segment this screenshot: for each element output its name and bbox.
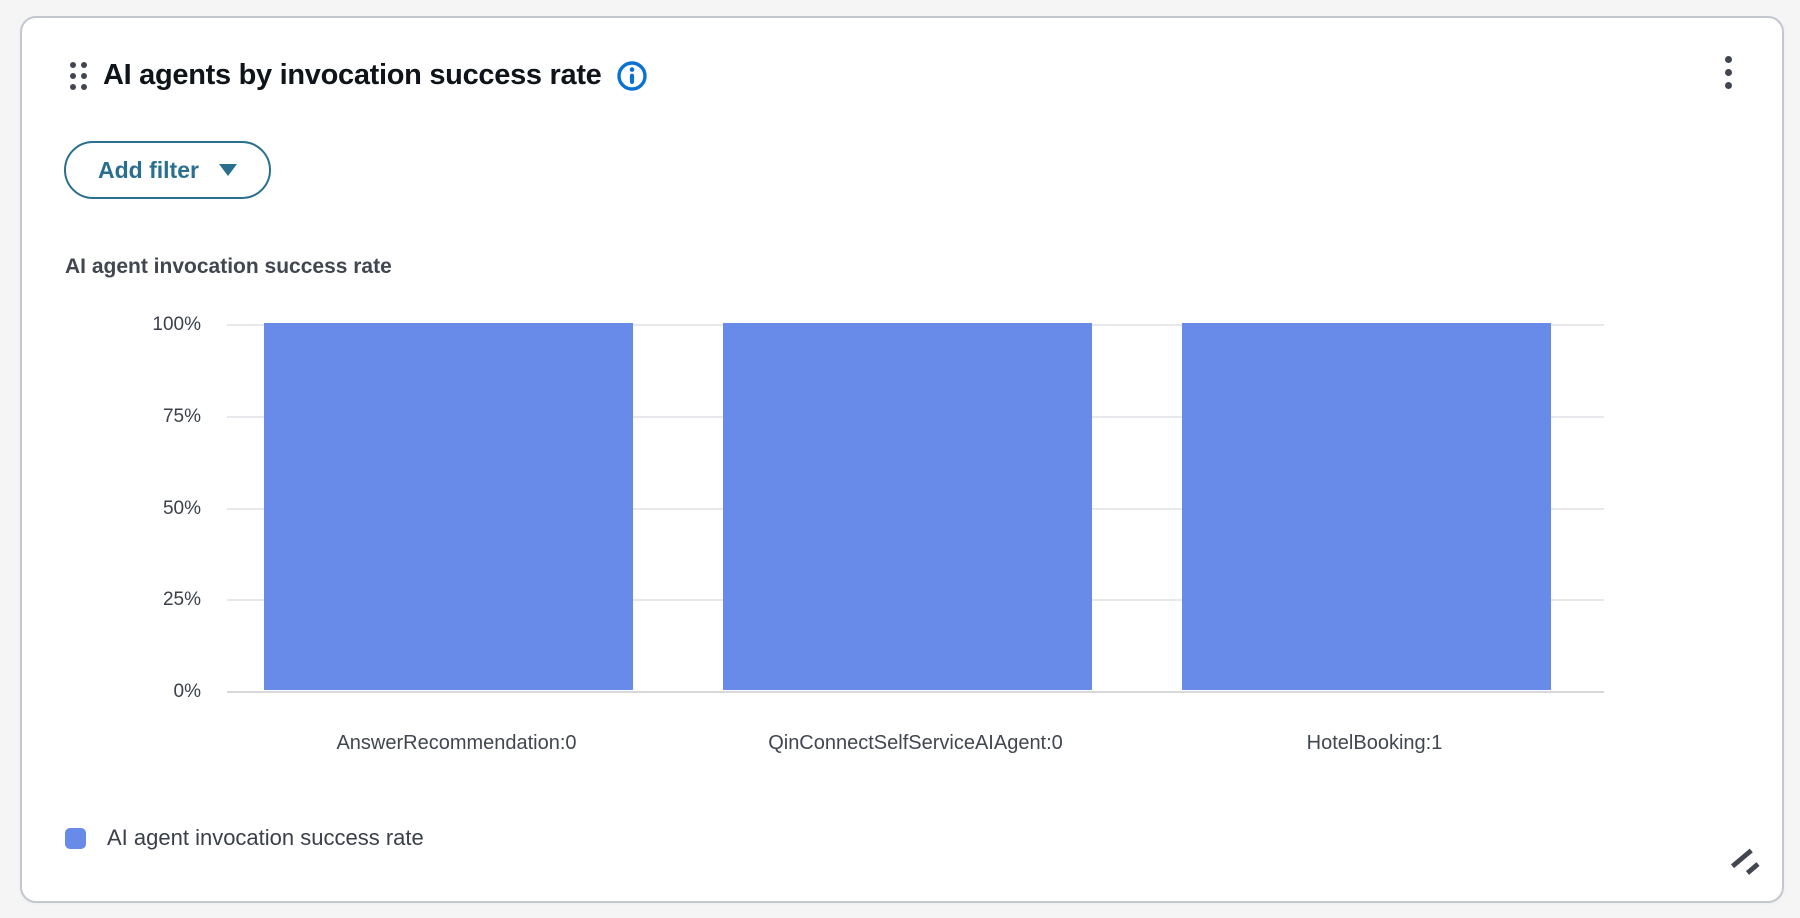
widget-header: AI agents by invocation success rate: [22, 18, 1782, 95]
chart-title: AI agent invocation success rate: [65, 255, 392, 278]
caret-down-icon: [218, 164, 237, 176]
chart-legend: AI agent invocation success rate: [22, 825, 1782, 851]
widget-title: AI agents by invocation success rate: [103, 59, 602, 91]
bar-QinConnectSelfServiceAIAgent:0[interactable]: [722, 323, 1093, 690]
widget-card: AI agents by invocation success rate Add…: [20, 16, 1784, 903]
gridline: [227, 691, 1604, 693]
add-filter-label: Add filter: [98, 156, 199, 183]
x-tick-label: AnswerRecommendation:0: [336, 732, 577, 754]
add-filter-button[interactable]: Add filter: [64, 141, 271, 199]
filter-toolbar: Add filter: [22, 95, 1782, 199]
y-tick-label: 25%: [162, 589, 201, 611]
bar-HotelBooking:1[interactable]: [1181, 323, 1552, 690]
y-tick-label: 50%: [162, 497, 201, 519]
y-axis-labels: 0% 25% 50% 75% 100%: [152, 314, 1604, 702]
resize-handle-icon[interactable]: [1726, 843, 1766, 879]
y-tick-label: 100%: [152, 314, 201, 335]
plot-area: [227, 323, 1604, 693]
vertical-ellipsis-icon: [1725, 56, 1732, 63]
drag-handle-icon[interactable]: [70, 61, 87, 90]
legend-swatch[interactable]: [65, 827, 86, 849]
legend-label: AI agent invocation success rate: [107, 825, 424, 850]
y-tick-label: 0%: [173, 681, 201, 702]
x-tick-label: HotelBooking:1: [1306, 732, 1443, 754]
widget-menu-button[interactable]: [1715, 50, 1742, 95]
bar-chart: 0% 25% 50% 75% 100% AnswerRecommendation:0 Qi…: [152, 314, 1604, 754]
y-tick-label: 75%: [162, 405, 201, 427]
info-icon[interactable]: [616, 60, 648, 92]
bar-AnswerRecommendation:0[interactable]: [263, 323, 634, 690]
x-tick-label: QinConnectSelfServiceAIAgent:0: [768, 732, 1063, 754]
